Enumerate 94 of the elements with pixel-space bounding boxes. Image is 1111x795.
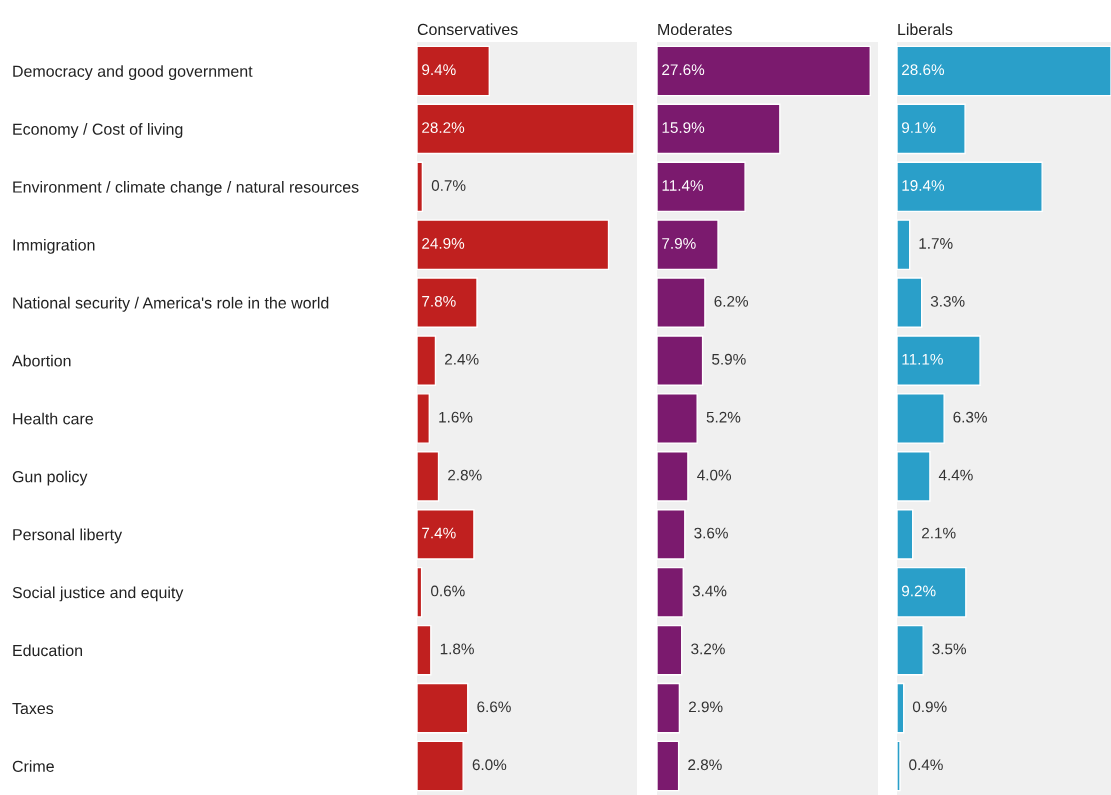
data-label: 4.4%: [938, 469, 973, 481]
data-label: 27.6%: [662, 64, 705, 76]
y-tick-label: Economy / Cost of living: [13, 123, 183, 138]
y-tick-label: Gun policy: [12, 470, 88, 486]
data-label: 3.5%: [932, 643, 967, 655]
bar: [417, 624, 432, 676]
bar: [417, 45, 491, 97]
data-label: 0.4%: [909, 759, 943, 771]
data-label: 24.9%: [422, 238, 465, 249]
bar: [417, 566, 423, 618]
data-label: 6.6%: [477, 701, 511, 713]
bar: [897, 566, 967, 618]
bar: [897, 682, 905, 734]
bar: [657, 45, 871, 97]
bar: [657, 103, 781, 155]
y-tick-label: Crime: [12, 760, 54, 772]
y-tick-label: Social justice and equity: [12, 586, 184, 602]
data-label: 1.8%: [440, 643, 474, 655]
bar: [657, 277, 706, 328]
bar: [657, 624, 683, 676]
data-label: 2.4%: [445, 353, 479, 365]
chart-title: Conservatives: [417, 23, 518, 36]
data-label: 3.3%: [930, 295, 965, 307]
bar: [417, 682, 469, 734]
data-label: 1.7%: [919, 238, 953, 249]
y-tick-label: Immigration: [13, 238, 95, 254]
data-label: 28.2%: [422, 122, 465, 133]
y-tick-label: Democracy and good government: [13, 65, 253, 81]
data-label: 3.2%: [691, 643, 725, 655]
data-label: 2.1%: [922, 527, 956, 539]
data-label: 2.8%: [448, 469, 482, 481]
bar: [417, 277, 478, 328]
bar: [417, 103, 635, 155]
data-label: 5.9%: [712, 353, 746, 365]
bar: [897, 451, 931, 502]
chart-title: Moderates: [658, 23, 732, 36]
bar: [657, 509, 686, 560]
data-label: 9.2%: [902, 585, 936, 597]
bar: [417, 451, 440, 502]
bar: [897, 740, 901, 792]
bar: [897, 624, 924, 676]
y-tick-label: Environment / climate change / natural resources: [13, 181, 359, 196]
bar: [897, 509, 914, 560]
bar: [417, 509, 475, 560]
data-label: 0.7%: [431, 180, 466, 191]
data-label: 3.6%: [694, 527, 728, 539]
data-label: 7.8%: [422, 295, 456, 307]
data-label: 6.0%: [472, 759, 507, 771]
y-tick-label: Health care: [13, 412, 93, 425]
data-label: 0.6%: [431, 585, 465, 597]
bar: [657, 566, 684, 618]
data-label: 5.2%: [706, 411, 741, 423]
y-tick-label: Taxes: [12, 702, 54, 715]
bar: [657, 219, 719, 271]
data-label: 11.1%: [902, 353, 943, 365]
bar: [897, 45, 1111, 97]
bar: [417, 161, 424, 213]
data-label: 19.4%: [902, 180, 945, 191]
data-label: 3.4%: [692, 585, 727, 597]
data-label: 15.9%: [662, 122, 705, 133]
data-label: 9.4%: [422, 64, 456, 76]
data-label: 4.0%: [697, 469, 732, 481]
bar: [417, 393, 431, 444]
bar: [657, 451, 689, 502]
data-label: 0.9%: [912, 701, 947, 713]
bar: [657, 740, 680, 792]
bar: [657, 393, 698, 444]
bar: [417, 740, 464, 792]
data-label: 11.4%: [662, 180, 704, 191]
data-label: 2.9%: [689, 701, 723, 713]
data-label: 1.6%: [439, 411, 473, 423]
chart-title: Liberals: [898, 23, 953, 36]
bar: [657, 161, 746, 213]
bar: [897, 277, 923, 328]
bar: [657, 682, 681, 734]
data-label: 6.2%: [714, 295, 749, 307]
y-tick-label: Abortion: [12, 354, 71, 367]
bar: [897, 335, 981, 386]
bar: [897, 103, 966, 155]
bar: [897, 219, 911, 271]
data-label: 6.3%: [953, 411, 987, 423]
data-label: 9.1%: [902, 122, 936, 133]
bar: [417, 335, 437, 386]
data-label: 7.9%: [662, 238, 696, 249]
bar: [897, 393, 945, 444]
bar: [657, 335, 704, 386]
bar: [417, 219, 610, 271]
y-tick-label: Education: [13, 644, 82, 657]
data-label: 7.4%: [422, 527, 456, 539]
y-tick-label: Personal liberty: [13, 528, 123, 544]
bar: [897, 161, 1043, 213]
data-label: 2.8%: [688, 759, 722, 771]
data-label: 28.6%: [902, 64, 945, 76]
y-tick-label: National security / America's role in the world: [13, 296, 329, 312]
